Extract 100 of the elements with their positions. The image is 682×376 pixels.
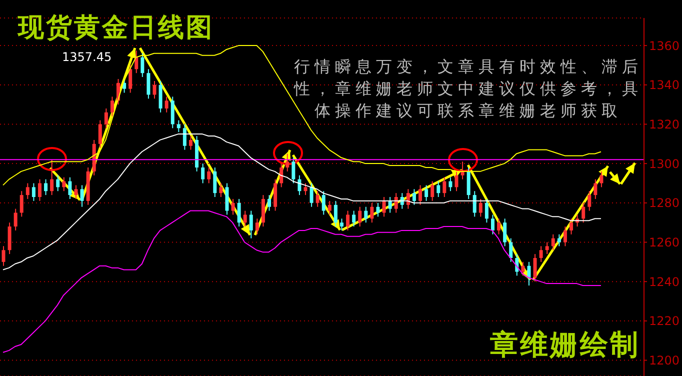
candlestick — [406, 188, 410, 210]
candlestick — [600, 170, 604, 188]
annotation: 1357.45 — [62, 50, 112, 64]
chart-title: 现货黄金日线图 — [18, 12, 214, 44]
candlestick — [582, 202, 586, 224]
candlestick — [322, 190, 326, 216]
candlestick — [563, 226, 567, 247]
candlestick — [158, 80, 162, 113]
candlestick — [352, 210, 356, 228]
candlestick — [38, 178, 42, 202]
candlestick — [8, 222, 12, 255]
candlestick — [418, 184, 422, 206]
candlestick — [237, 198, 241, 228]
candlestick — [182, 124, 186, 150]
candlestick — [436, 180, 440, 198]
candlestick — [122, 78, 126, 94]
candlestick — [249, 210, 253, 239]
candlestick — [466, 166, 470, 200]
candlestick — [503, 218, 507, 247]
candlestick — [376, 202, 380, 218]
candlestick — [201, 163, 205, 184]
candlestick — [134, 50, 138, 74]
candlestick — [98, 120, 102, 148]
candlestick — [255, 218, 259, 235]
candlestick — [442, 176, 446, 198]
candlestick — [382, 196, 386, 218]
candlestick — [340, 218, 344, 231]
candlestick — [551, 234, 555, 251]
candlestick — [2, 246, 6, 266]
candlestick — [261, 194, 265, 228]
candlestick — [497, 218, 501, 235]
candlestick — [243, 210, 247, 228]
candlestick — [490, 214, 494, 235]
candlestick — [286, 153, 290, 172]
candlestick — [164, 96, 168, 113]
candlestick — [594, 178, 598, 200]
candlestick — [448, 176, 452, 192]
candlestick — [146, 68, 150, 100]
y-tick-label: 1200 — [649, 354, 680, 368]
candlestick — [104, 108, 108, 129]
candlestick — [140, 52, 144, 78]
candlestick — [394, 192, 398, 214]
candlestick — [170, 96, 174, 129]
candlestick — [509, 238, 513, 262]
candlestick — [62, 176, 66, 192]
candlestick — [430, 180, 434, 202]
candlestick — [110, 96, 114, 117]
candlestick — [213, 166, 217, 198]
y-tick-label: 1240 — [649, 274, 680, 289]
y-tick-label: 1280 — [649, 196, 680, 210]
candlestick — [346, 210, 350, 231]
y-tick-label: 1320 — [649, 117, 680, 132]
candlestick — [527, 261, 531, 286]
candlestick — [152, 80, 156, 100]
candlestick — [545, 242, 549, 255]
y-tick-label: 1300 — [649, 156, 680, 171]
candlestick — [539, 246, 543, 262]
candlestick — [570, 218, 574, 235]
candlestick — [280, 163, 284, 188]
annotation: 行情瞬息万变，文章具有时效性、滞后性，章维姗老师文中建议仅供参考，具体操作建议可联系章维姗老师获取 — [292, 56, 644, 122]
candlestick — [370, 202, 374, 224]
candlestick — [424, 184, 428, 202]
candlestick — [274, 178, 278, 212]
candlestick — [50, 159, 54, 196]
candlestick — [68, 176, 72, 200]
candlestick — [364, 206, 368, 224]
candlestick — [484, 198, 488, 224]
candlestick — [128, 64, 132, 94]
candlestick — [207, 166, 211, 184]
candlestick — [14, 208, 18, 231]
candlestick — [292, 157, 296, 184]
candlestick — [188, 136, 192, 150]
candlestick — [268, 194, 272, 212]
candlestick — [26, 182, 30, 200]
y-tick-label: 1340 — [649, 78, 680, 92]
candlestick — [358, 206, 362, 228]
candlestick — [412, 188, 416, 206]
y-tick-label: 1260 — [649, 236, 680, 250]
candlestick — [44, 178, 48, 196]
annotation: 章维姗绘制 — [490, 327, 640, 363]
candlestick — [176, 120, 180, 133]
candlestick — [219, 182, 223, 198]
candlestick — [533, 254, 537, 282]
candlestick — [80, 184, 84, 208]
y-tick-label: 1220 — [649, 314, 680, 328]
candlestick — [56, 174, 60, 192]
candlestick — [588, 190, 592, 212]
candlestick — [472, 190, 476, 218]
candlestick — [74, 184, 78, 200]
candlestick — [304, 182, 308, 196]
candlestick — [32, 182, 36, 202]
candlestick — [334, 200, 338, 228]
candlestick — [20, 190, 24, 218]
candlestick — [521, 261, 525, 276]
candlestick — [225, 182, 229, 216]
candlestick — [388, 196, 392, 214]
candlestick — [310, 182, 314, 208]
candlestick — [454, 170, 458, 192]
candlestick — [231, 198, 235, 216]
candlestick — [478, 198, 482, 218]
